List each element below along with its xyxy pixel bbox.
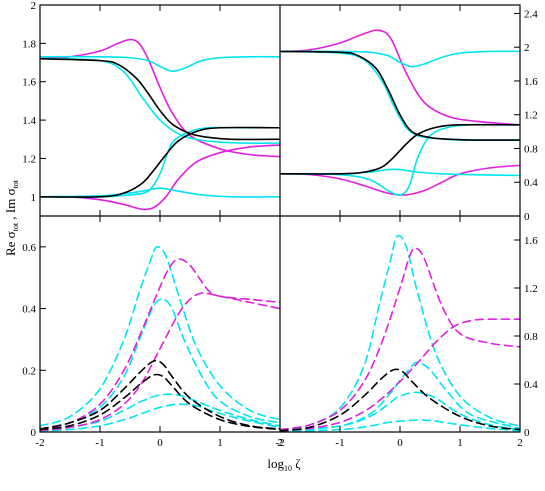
series-top-right-6-black-solid (280, 50, 520, 141)
xtick-label-bottom-left-3: 1 (217, 437, 223, 449)
ytick-label-bottom-right-2: 0.8 (524, 331, 538, 343)
series-top-right-3-cyan-solid (280, 50, 520, 141)
ytick-label-top-left-1: 1.2 (22, 153, 36, 165)
series-top-left-2-cyan-solid (40, 55, 280, 73)
ytick-label-bottom-left-2: 0.4 (22, 304, 36, 316)
xtick-label-bottom-right-4: 2 (517, 437, 523, 449)
xtick-label-bottom-left-1: -1 (95, 437, 104, 449)
series-top-right-2-cyan-solid (280, 50, 520, 68)
ytick-label-top-right-1: 0.4 (524, 177, 538, 189)
panel-bottom-left: 0 0.2 0.4 0.6 -2 -1 0 1 2 (22, 216, 283, 449)
series-bottom-left-7-black-dashed (40, 373, 280, 431)
series-top-left-1-magenta-solid (40, 144, 280, 211)
ytick-label-bottom-left-3: 0.6 (22, 242, 36, 254)
ytick-label-top-right-3: 1.2 (524, 110, 538, 122)
series-top-left-3-cyan-solid (40, 57, 280, 144)
xtick-label-bottom-left-2: 0 (157, 437, 163, 449)
series-bottom-right-1-cyan-dashed (280, 361, 520, 432)
series-top-left-6-black-solid (40, 57, 280, 141)
series-bottom-left-5-magenta-dashed (40, 292, 280, 432)
series-group-top-left (40, 38, 280, 211)
ytick-label-top-right-5: 2 (524, 42, 530, 54)
panel-top-right: 0 0.4 0.8 1.2 1.6 2 2.4 (279, 5, 538, 223)
ytick-label-bottom-left-0: 0 (31, 427, 37, 439)
ytick-label-bottom-right-1: 0.4 (524, 379, 538, 391)
x-axis-label: log10 ζ (267, 456, 301, 473)
ytick-label-bottom-right-3: 1.2 (524, 283, 538, 295)
xtick-label-bottom-right-2: 0 (397, 437, 403, 449)
panels-group: 11.21.41.61.8200.40.81.21.622.400.20.40.… (22, 0, 538, 449)
y-axis-label: Re σtot , Im σtot (3, 179, 20, 256)
xtick-label-bottom-right-3: 1 (457, 437, 463, 449)
series-group-top-right (280, 29, 520, 196)
series-top-right-7-black-solid (280, 123, 520, 175)
ytick-label-top-left-2: 1.4 (22, 115, 36, 127)
ytick-label-top-left-5: 2 (31, 0, 37, 12)
series-bottom-left-0-cyan-dashed (40, 245, 280, 427)
ytick-label-top-right-4: 1.6 (524, 76, 538, 88)
ytick-label-top-left-0: 1 (31, 192, 37, 204)
ytick-label-top-right-6: 2.4 (524, 8, 538, 20)
panel-top-left: 1 1.2 1.4 1.6 1.8 2 (22, 0, 281, 216)
series-bottom-left-4-magenta-dashed (40, 258, 280, 430)
series-top-right-4-cyan-solid (280, 123, 520, 196)
series-bottom-right-0-cyan-dashed (280, 234, 520, 431)
series-top-left-0-magenta-solid (40, 38, 280, 158)
series-top-right-0-magenta-solid (280, 29, 520, 126)
xtick-label-bottom-left-0: -2 (35, 437, 44, 449)
xtick-label-bottom-left-4: 2 (277, 437, 283, 449)
ytick-label-bottom-left-1: 0.2 (22, 365, 36, 377)
xtick-label-bottom-right-0: -2 (275, 437, 284, 449)
ytick-label-top-left-4: 1.8 (22, 38, 36, 50)
series-bottom-right-2-cyan-dashed (280, 391, 520, 432)
xtick-label-bottom-right-1: -1 (335, 437, 344, 449)
ytick-label-top-right-2: 0.8 (524, 143, 538, 155)
series-bottom-left-3-cyan-dashed (40, 403, 280, 432)
series-top-left-7-black-solid (40, 126, 280, 198)
ytick-label-top-left-3: 1.6 (22, 77, 36, 89)
series-bottom-left-6-black-dashed (40, 359, 280, 430)
ytick-label-top-right-0: 0 (524, 211, 530, 223)
series-top-left-5-cyan-solid (40, 187, 280, 198)
series-bottom-left-1-cyan-dashed (40, 298, 280, 430)
ytick-label-bottom-right-4: 1.6 (524, 235, 538, 247)
series-group-bottom-left (40, 245, 280, 432)
series-bottom-right-3-cyan-dashed (280, 419, 520, 432)
series-top-right-1-magenta-solid (280, 164, 520, 196)
ytick-label-bottom-right-0: 0 (524, 427, 530, 439)
series-bottom-right-6-black-dashed (280, 368, 520, 432)
series-group-bottom-right (280, 234, 520, 432)
series-bottom-right-5-magenta-dashed (280, 318, 520, 432)
series-bottom-right-4-magenta-dashed (280, 247, 520, 431)
panel-bottom-right: 0 0.4 0.8 1.2 1.6 -2 -1 0 1 2 (275, 216, 538, 449)
